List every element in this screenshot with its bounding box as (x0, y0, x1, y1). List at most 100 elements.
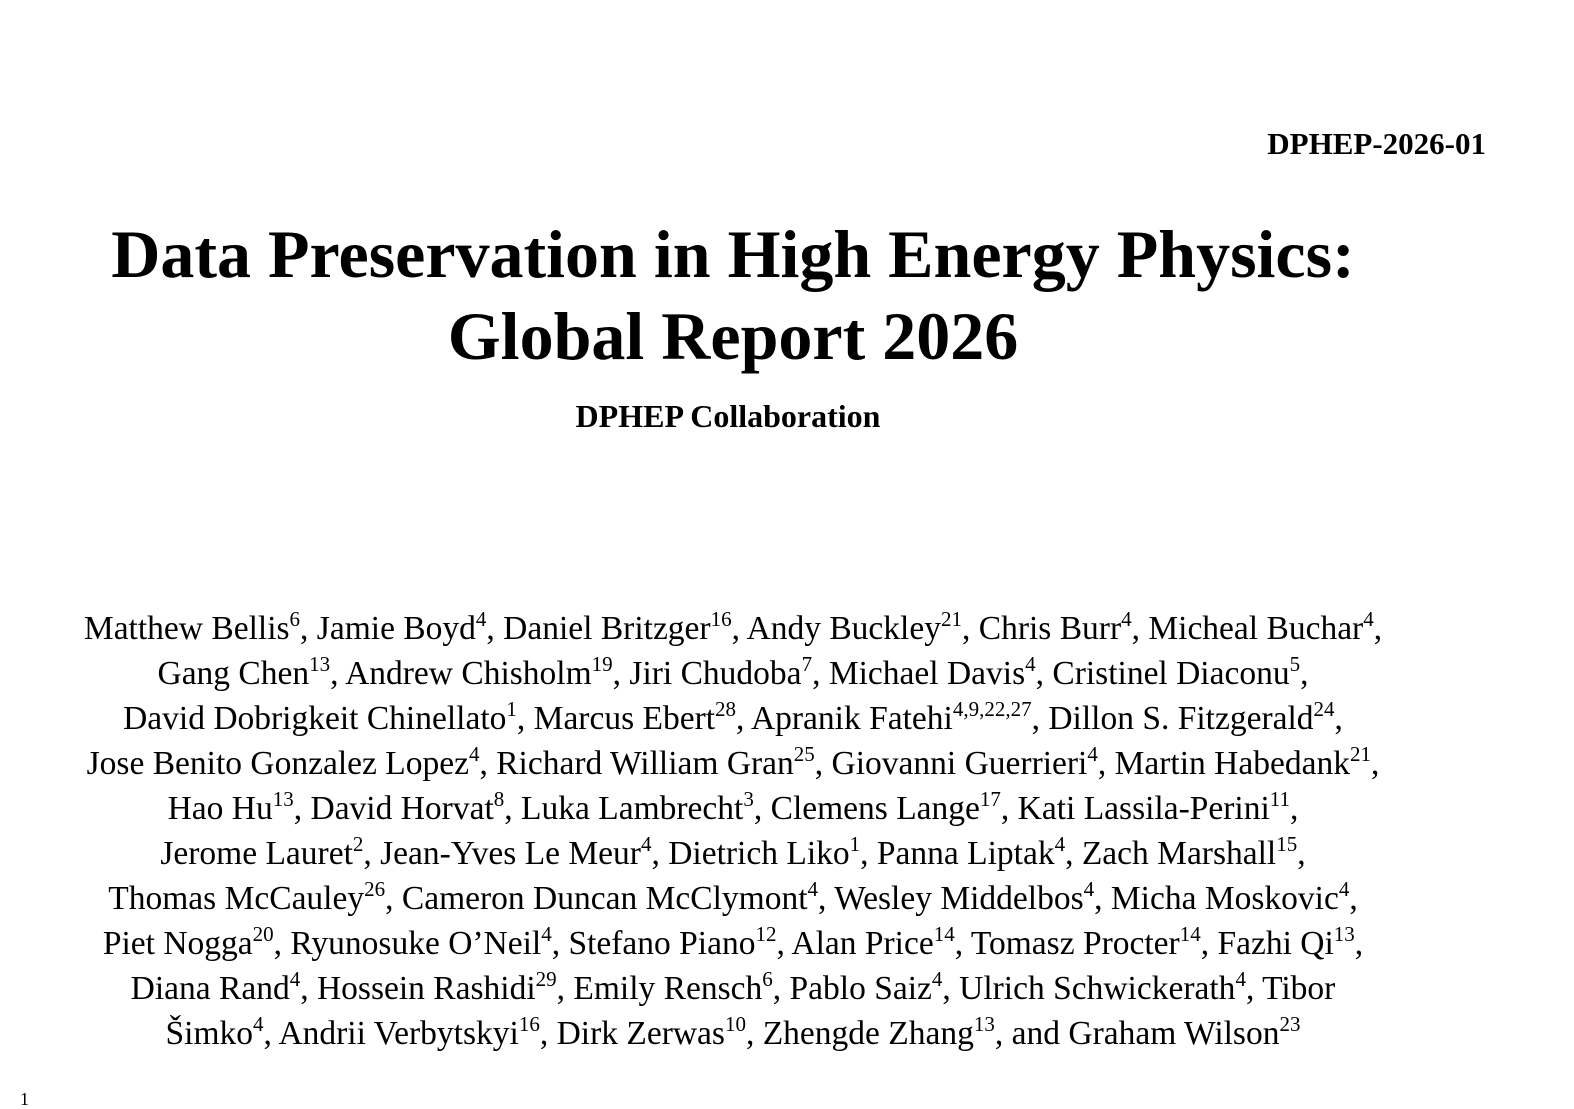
collaboration-name: DPHEP Collaboration (575, 398, 881, 434)
author-name: Micha Moskovic (1110, 880, 1339, 917)
author-separator: , (363, 835, 381, 872)
author-name: Tomasz Procter (970, 925, 1180, 962)
author-name: Graham Wilson (1068, 1015, 1280, 1052)
author-separator: , (273, 925, 291, 962)
author-separator: , (1000, 790, 1018, 827)
author-line: Piet Nogga20, Ryunosuke O’Neil4, Stefano… (0, 921, 1466, 966)
author-name: Richard William Gran (496, 745, 794, 782)
affiliation-marker: 29 (535, 967, 557, 991)
affiliation-marker: 28 (715, 697, 737, 721)
author: Piet Nogga20 (103, 922, 274, 963)
author: Marcus Ebert28 (533, 697, 737, 738)
author-separator: , (1349, 880, 1358, 917)
author-name: Alan Price (791, 925, 934, 962)
author: Emily Rensch6 (573, 967, 773, 1008)
author-separator: , (961, 610, 979, 647)
author: Dillon S. Fitzgerald24 (1048, 699, 1334, 738)
affiliation-marker: 6 (289, 607, 301, 631)
author-separator: , (818, 880, 835, 917)
author-name: Wesley Middelbos (834, 880, 1084, 917)
author-name: Stefano Piano (568, 925, 756, 962)
affiliation-marker: 4 (1235, 967, 1246, 991)
author: Hao Hu13 (168, 789, 294, 828)
author: Pablo Saiz4 (790, 969, 943, 1008)
affiliation-marker: 23 (1279, 1012, 1301, 1036)
author-separator: , (1354, 925, 1364, 962)
affiliation-marker: 15 (1276, 832, 1298, 856)
affiliation-marker: 14 (933, 922, 955, 946)
author: Hossein Rashidi29 (317, 967, 557, 1008)
author-name: Jamie Boyd (316, 610, 476, 647)
affiliation-marker: 20 (252, 922, 274, 946)
author-name: Cristinel Diaconu (1052, 655, 1290, 692)
author-separator: , (772, 970, 790, 1007)
author: Chris Burr4 (979, 607, 1132, 648)
author-separator: , (504, 790, 522, 827)
author-name: Dirk Zerwas (556, 1015, 725, 1052)
author: Fazhi Qi13 (1217, 922, 1355, 963)
author: Jamie Boyd4 (316, 607, 487, 648)
affiliation-marker: 4 (1338, 877, 1350, 901)
author-separator: , (1334, 700, 1343, 737)
author-line: Thomas McCauley26, Cameron Duncan McClym… (0, 876, 1466, 921)
author-separator: , Tibor (1245, 970, 1336, 1007)
author-name: Jiri Chudoba (629, 655, 802, 692)
author-name: Dietrich Liko (668, 835, 850, 872)
affiliation-marker: 2 (352, 832, 364, 856)
author: Micha Moskovic4 (1110, 877, 1350, 918)
author: David Horvat8 (311, 789, 505, 828)
affiliation-marker: 3 (743, 787, 754, 811)
author-name: Panna Liptak (876, 835, 1055, 872)
author-separator: , (812, 655, 829, 692)
affiliation-marker: 4 (1121, 607, 1132, 631)
author-name: Daniel Britzger (503, 610, 711, 647)
author: Andrew Chisholm19 (345, 654, 613, 693)
author-separator: , and (994, 1015, 1069, 1052)
affiliation-marker: 4 (1025, 652, 1036, 676)
affiliation-marker: 4 (475, 607, 487, 631)
author-separator: , (330, 655, 346, 692)
author-separator: , (1065, 835, 1082, 872)
affiliation-marker: 26 (364, 877, 386, 901)
author-separator: , (942, 970, 960, 1007)
author-separator: , (612, 655, 630, 692)
author-line: Matthew Bellis6, Jamie Boyd4, Daniel Bri… (0, 606, 1466, 651)
affiliation-marker: 16 (518, 1012, 540, 1036)
affiliation-marker: 21 (1349, 742, 1371, 766)
author-separator: , (479, 745, 497, 782)
author-name: Jean-Yves Le Meur (380, 835, 641, 872)
author-name: Emily Rensch (573, 970, 763, 1007)
author-separator: , (1300, 655, 1309, 692)
author-separator: , (1200, 925, 1218, 962)
author-line: Gang Chen13, Andrew Chisholm19, Jiri Chu… (0, 651, 1466, 696)
affiliation-marker: 13 (973, 1012, 995, 1036)
author-separator: , (1131, 610, 1149, 647)
report-number: DPHEP-2026-01 (1267, 126, 1486, 161)
affiliation-marker: 13 (1333, 922, 1355, 946)
author-line: Diana Rand4, Hossein Rashidi29, Emily Re… (0, 966, 1466, 1011)
author: Jiri Chudoba7 (629, 654, 812, 693)
author: Wesley Middelbos4 (834, 879, 1094, 918)
author-name: Ryunosuke O’Neil (290, 925, 542, 962)
author: David Dobrigkeit Chinellato1 (123, 699, 517, 738)
author-name: Marcus Ebert (533, 700, 716, 737)
author-separator: , (1094, 880, 1111, 917)
author: Alan Price14 (791, 922, 955, 963)
author: Michael Davis4 (829, 652, 1036, 693)
author: Giovanni Guerrieri4 (831, 744, 1098, 783)
author-separator: , (1373, 610, 1383, 647)
affiliation-marker: 4 (468, 742, 480, 766)
author-name: Giovanni Guerrieri (831, 745, 1088, 782)
author-separator: , (486, 610, 504, 647)
author-name: Ulrich Schwickerath (959, 970, 1236, 1007)
author-name: Luka Lambrecht (521, 790, 744, 827)
affiliation-marker: 6 (762, 967, 773, 991)
author: Graham Wilson23 (1068, 1012, 1301, 1053)
author: Tomasz Procter14 (970, 924, 1201, 963)
affiliation-marker: 5 (1289, 652, 1301, 676)
author: Stefano Piano12 (568, 924, 776, 963)
author-separator: , (745, 1015, 763, 1052)
author: Luka Lambrecht3 (521, 787, 754, 828)
affiliation-marker: 25 (793, 742, 815, 766)
author-separator: , (1035, 655, 1053, 692)
